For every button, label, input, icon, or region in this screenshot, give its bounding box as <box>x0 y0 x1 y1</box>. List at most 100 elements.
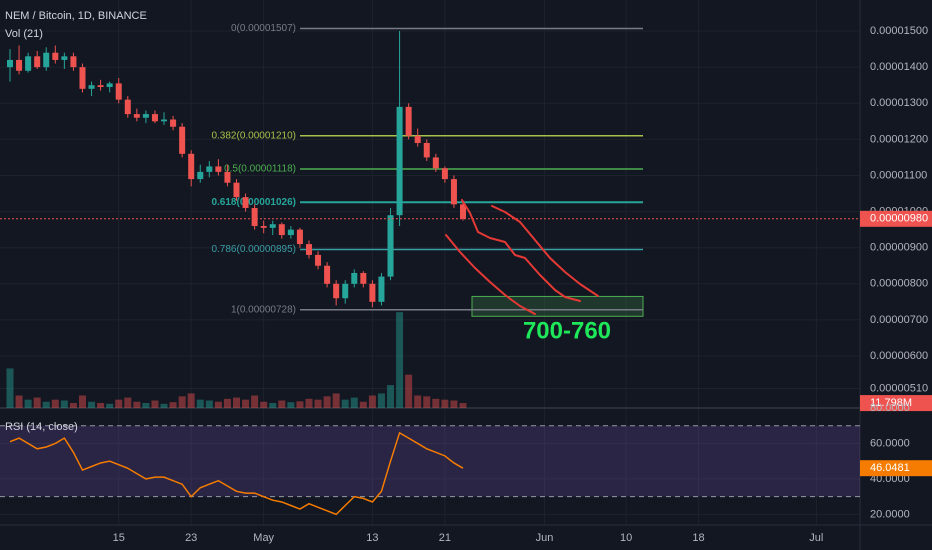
volume-bar <box>305 398 313 408</box>
volume-label: 11.798M <box>870 397 912 409</box>
target-zone <box>471 295 644 317</box>
volume-bar <box>51 399 59 408</box>
volume-bar <box>396 312 404 408</box>
volume-bar <box>350 397 358 408</box>
volume-bar <box>341 399 349 408</box>
volume-bar <box>242 399 250 408</box>
volume-bar <box>278 400 286 408</box>
price-tick-label: 0.00000900 <box>870 242 928 254</box>
candle-body <box>224 171 231 183</box>
candle-body <box>16 59 23 71</box>
time-tick-label: 13 <box>366 532 378 544</box>
fib-level-label: 0.382(0.00001210) <box>211 130 296 141</box>
rsi <box>0 425 860 516</box>
last-price-label: 0.00000980 <box>870 213 928 225</box>
fib-level-label: 0(0.00001507) <box>231 23 296 34</box>
volume-bar <box>142 403 150 408</box>
volume-bar <box>323 396 331 408</box>
candle-body <box>233 182 240 198</box>
candle-body <box>414 135 421 143</box>
volume-bar <box>251 395 259 408</box>
volume <box>6 312 467 408</box>
volume-bar <box>151 400 159 408</box>
trend-stroke <box>461 199 581 302</box>
volume-bar <box>314 399 322 408</box>
time-tick-label: Jul <box>809 532 823 544</box>
candle-body <box>315 254 322 266</box>
fib-level-label: 0.5(0.00001118) <box>224 164 296 175</box>
volume-tag <box>860 395 932 412</box>
volume-bar <box>296 401 304 408</box>
candle-body <box>396 106 403 216</box>
candle-body <box>106 83 113 88</box>
volume-bar <box>78 395 86 408</box>
candle-body <box>378 276 385 302</box>
candle-body <box>88 85 95 89</box>
fib-level-label: 0.786(0.00000895) <box>211 244 296 255</box>
volume-bar <box>124 397 132 408</box>
candle-body <box>124 99 131 115</box>
volume-bar <box>450 400 458 408</box>
price-tick-label: 0.00000800 <box>870 278 928 290</box>
candle-body <box>333 283 340 299</box>
volume-bar <box>205 400 213 408</box>
volume-bar <box>133 401 141 408</box>
candle-body <box>269 224 276 228</box>
volume-bar <box>287 402 295 408</box>
candles <box>0 31 860 308</box>
volume-bar <box>6 368 14 408</box>
rsi-tick-label: 80.0000 <box>870 402 910 414</box>
axes: 0.00001500 0.00001400 0.00001300 0.00001200… <box>113 25 932 544</box>
volume-bar <box>441 399 449 408</box>
volume-bar <box>69 403 77 408</box>
volume-bar <box>423 396 431 408</box>
rsi-tick-label: 60.0000 <box>870 437 910 449</box>
volume-bar <box>223 398 231 408</box>
candle-body <box>251 207 258 227</box>
volume-bar <box>368 395 376 408</box>
volume-bar <box>60 400 68 408</box>
price-tick-label: 0.00001500 <box>870 25 928 37</box>
candle-body <box>351 272 358 284</box>
last-price-tag <box>860 210 932 227</box>
candle-body <box>206 166 213 172</box>
candle-body <box>97 85 104 88</box>
rsi-line <box>9 431 464 516</box>
volume-bar <box>459 403 467 408</box>
volume-bar <box>187 393 195 408</box>
candle-body <box>305 244 312 255</box>
volume-bar <box>377 393 385 408</box>
fib-level-label: 1(0.00000728) <box>231 304 296 315</box>
volume-title: Vol (21) <box>5 28 43 40</box>
volume-bar <box>233 397 240 408</box>
price-tick-label: 0.00001100 <box>870 169 927 181</box>
hand-drawn-lines <box>445 199 599 315</box>
volume-bar <box>260 401 268 408</box>
candle-body <box>260 226 267 228</box>
price-tick-label: 0.00001300 <box>870 97 928 109</box>
candle-body <box>170 119 177 127</box>
volume-bar <box>88 401 96 408</box>
time-tick-label: May <box>253 532 274 544</box>
zone-annotation: 700-760 <box>523 318 611 345</box>
candle-body <box>432 157 439 169</box>
price-tick-label: 0.00000510 <box>870 382 928 394</box>
candle-body <box>115 83 122 100</box>
candle-body <box>61 56 68 60</box>
volume-bar <box>160 403 168 408</box>
candle-body <box>423 142 430 158</box>
trend-stroke <box>491 205 599 297</box>
candle-body <box>25 56 32 71</box>
rsi-tick-label: 20.0000 <box>870 508 910 520</box>
time-tick-label: 15 <box>113 532 125 544</box>
volume-bar <box>405 374 413 408</box>
candle-body <box>369 283 376 302</box>
candle-body <box>450 179 457 205</box>
candle-body <box>405 106 412 136</box>
price-tick-label: 0.00001200 <box>870 133 928 145</box>
time-tick-label: Jun <box>536 532 554 544</box>
volume-bar <box>196 399 204 408</box>
volume-bar <box>214 401 222 408</box>
